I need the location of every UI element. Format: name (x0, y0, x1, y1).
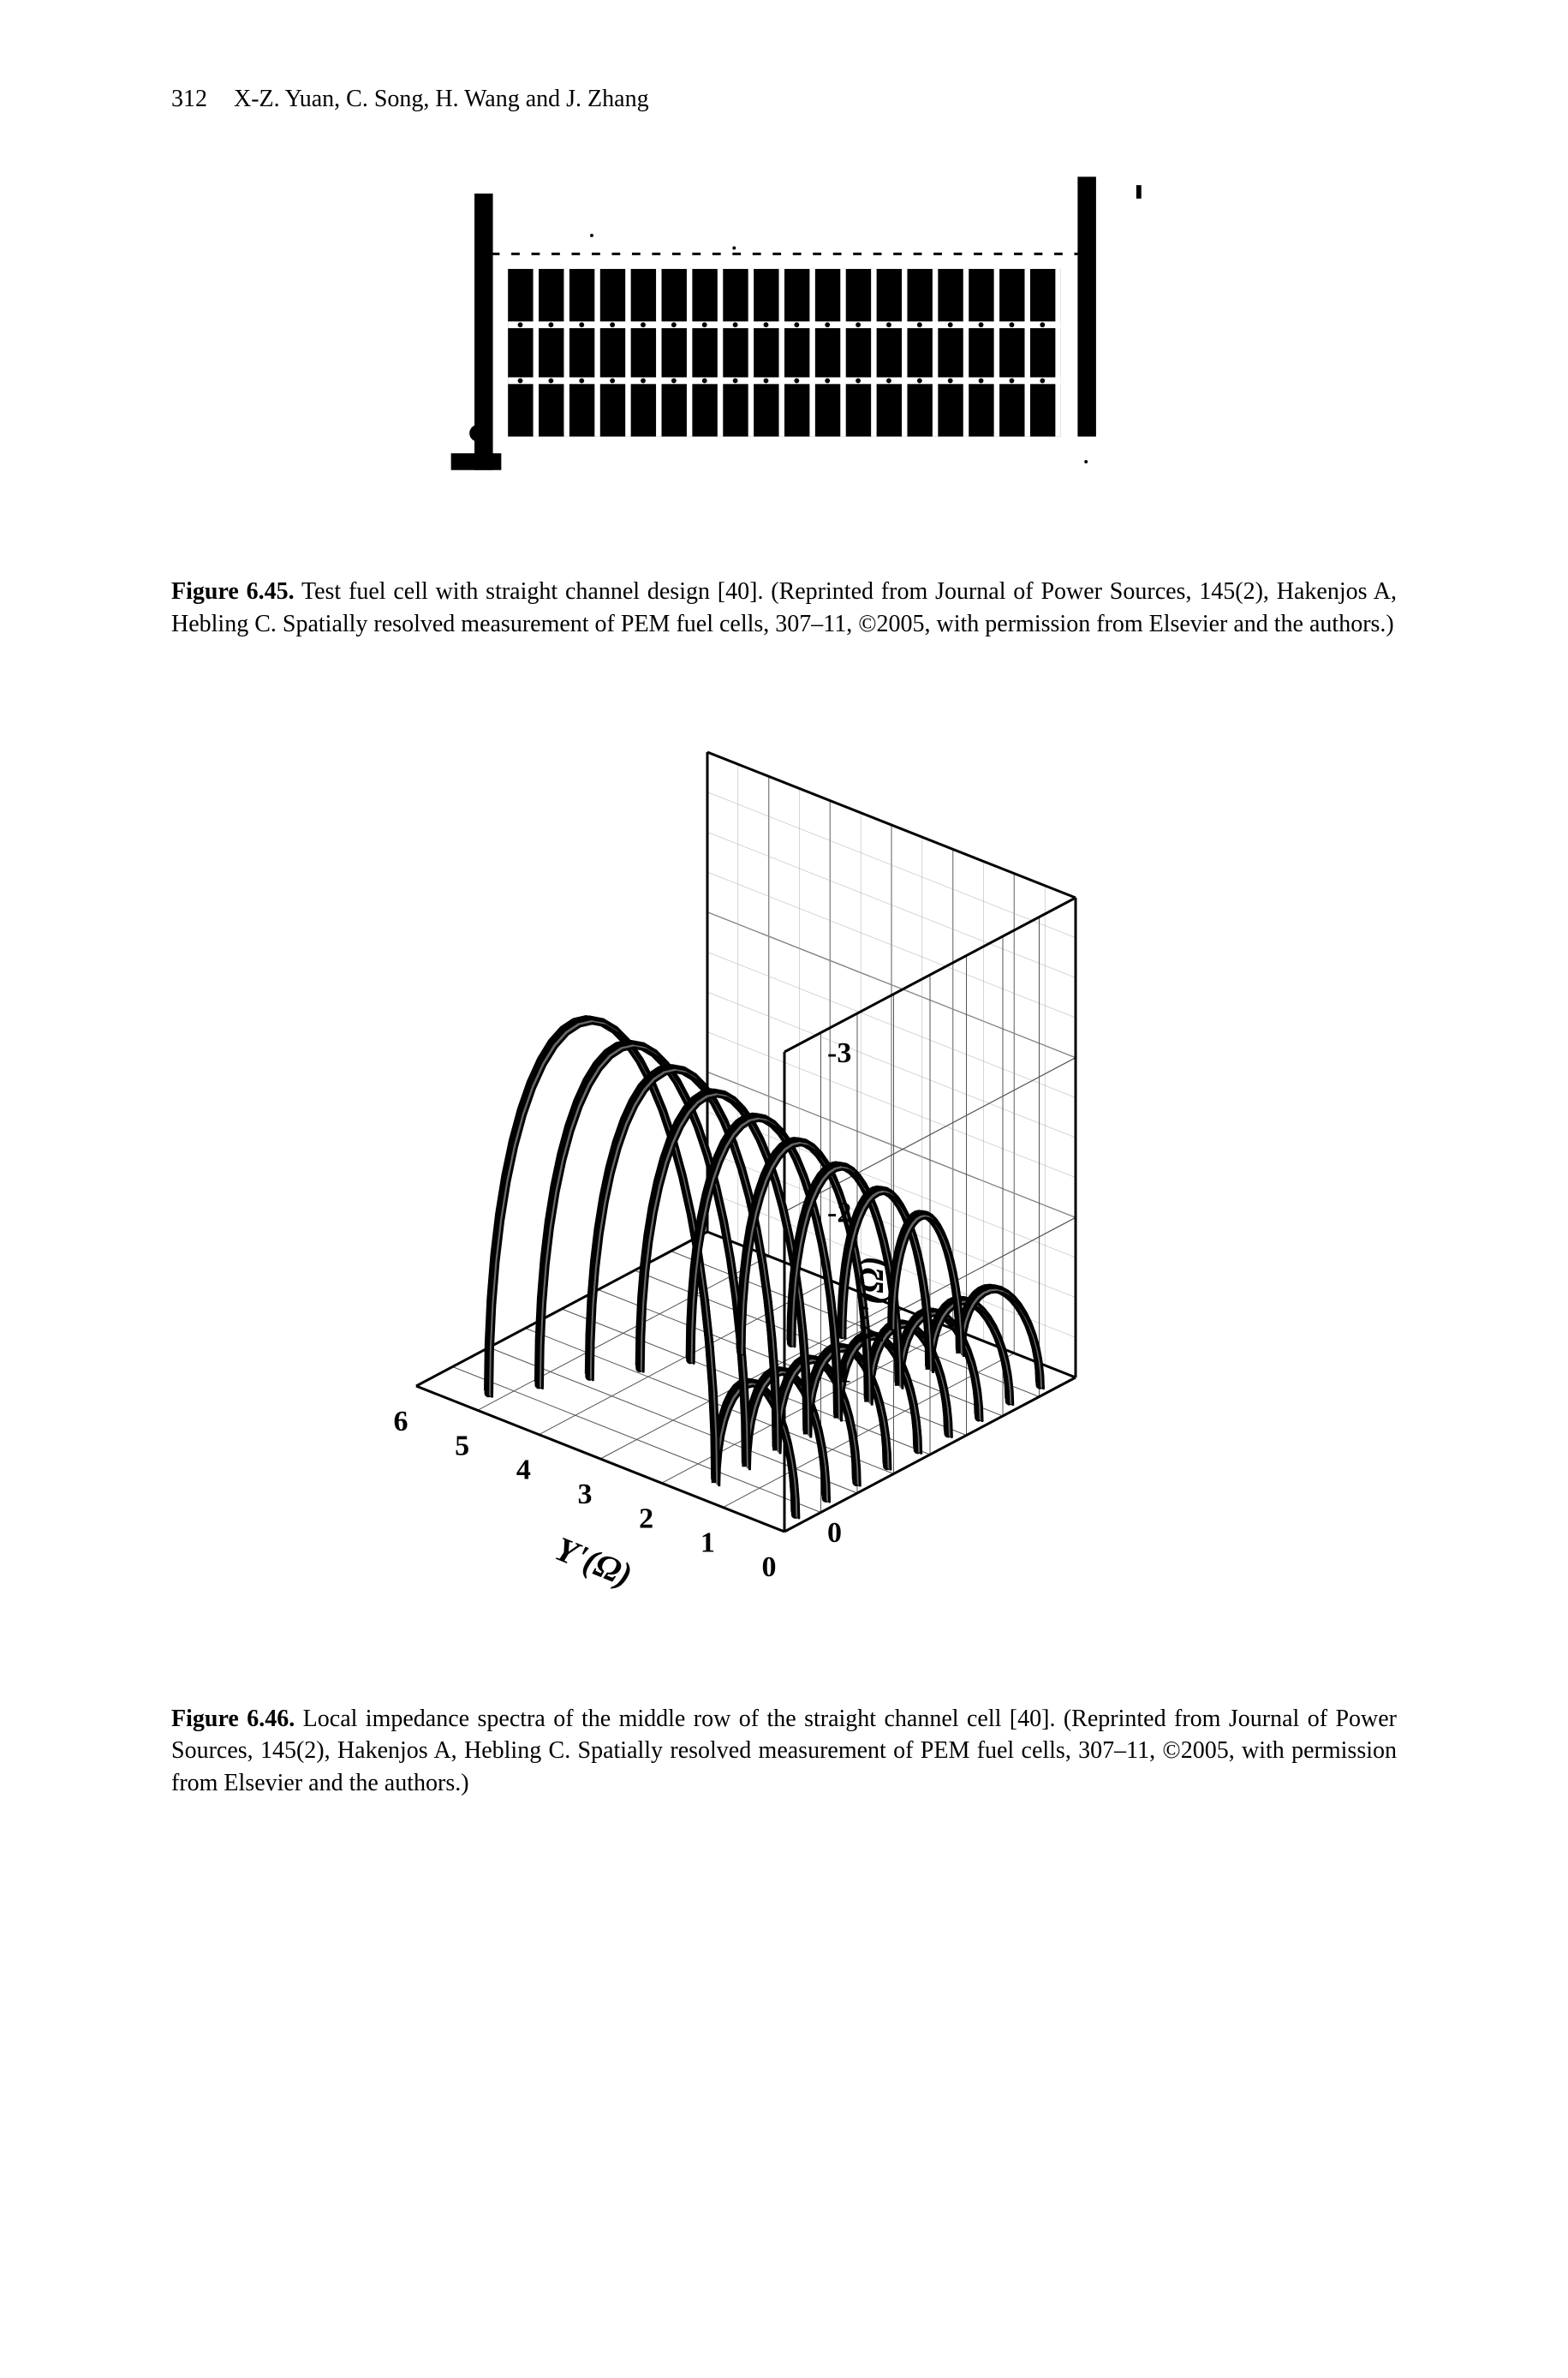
svg-text:1: 1 (700, 1527, 714, 1558)
svg-text:3: 3 (577, 1479, 592, 1510)
svg-text:2: 2 (639, 1503, 653, 1534)
svg-text:4: 4 (516, 1454, 530, 1485)
svg-text:-1: -1 (827, 1357, 851, 1389)
svg-text:-3: -3 (827, 1037, 851, 1069)
page-authors: X-Z. Yuan, C. Song, H. Wang and J. Zhang (234, 86, 649, 112)
svg-text:0: 0 (827, 1517, 842, 1549)
figure-645-caption: Figure 6.45. Test fuel cell with straigh… (171, 576, 1397, 641)
svg-text:Y'(Ω): Y'(Ω) (550, 1529, 637, 1594)
svg-text:Y''(Ω): Y''(Ω) (852, 1256, 891, 1344)
svg-text:-2: -2 (827, 1197, 851, 1228)
impedance-3d-plot: 0 1 2 3 4 5 6 0 -1 -2 -3 Y'(Ω) Y''(Ω) (313, 709, 1255, 1652)
svg-text:5: 5 (455, 1430, 469, 1461)
figure-646-block: 0 1 2 3 4 5 6 0 -1 -2 -3 Y'(Ω) Y''(Ω) Figure 6.46. L… (171, 709, 1397, 1800)
fuel-cell-diagram (399, 164, 1170, 524)
figure-646-caption: Figure 6.46. Local impedance spectra of … (171, 1703, 1397, 1800)
figure-645-block: Figure 6.45. Test fuel cell with straigh… (171, 164, 1397, 641)
page-number: 312 (171, 86, 207, 112)
figure-645-image (171, 164, 1397, 524)
figure-645-caption-text: Test fuel cell with straight channel des… (171, 578, 1397, 637)
figure-646-label: Figure 6.46. (171, 1706, 295, 1732)
figure-645-label: Figure 6.45. (171, 578, 295, 605)
svg-text:6: 6 (393, 1406, 408, 1437)
page-header: 312 X-Z. Yuan, C. Song, H. Wang and J. Z… (171, 86, 1397, 113)
svg-text:0: 0 (761, 1551, 776, 1583)
figure-646-image: 0 1 2 3 4 5 6 0 -1 -2 -3 Y'(Ω) Y''(Ω) (171, 709, 1397, 1652)
figure-646-caption-text: Local impedance spectra of the middle ro… (171, 1706, 1397, 1797)
